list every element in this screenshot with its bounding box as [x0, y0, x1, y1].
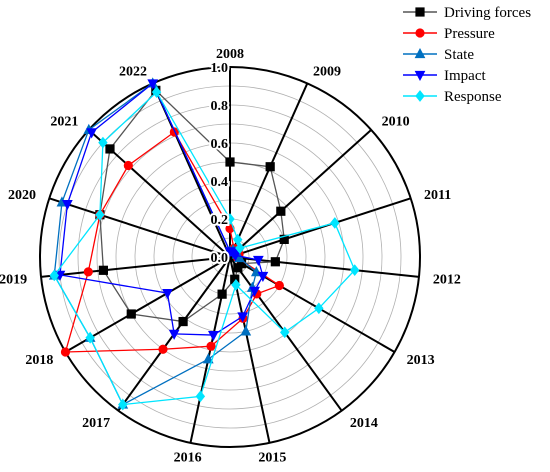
series-line — [53, 91, 356, 406]
data-point-2022 — [147, 79, 159, 90]
year-label-2021: 2021 — [50, 114, 78, 129]
data-point-2018 — [162, 288, 173, 300]
data-point-2016 — [195, 390, 206, 403]
data-point-2020 — [62, 200, 73, 211]
series-layer — [48, 77, 360, 411]
spoke-2012 — [229, 256, 420, 278]
year-label-2014: 2014 — [350, 416, 378, 431]
tick-label: 0.2 — [211, 213, 229, 228]
data-point-2021 — [86, 128, 97, 139]
data-point-2021 — [123, 160, 133, 171]
data-point-2017 — [158, 344, 168, 354]
tick-label: 0.4 — [211, 175, 229, 190]
year-label-2012: 2012 — [433, 272, 461, 287]
data-point-2012 — [349, 264, 360, 276]
data-point-2016 — [206, 341, 216, 351]
data-point-2022 — [151, 86, 162, 98]
year-label-2017: 2017 — [82, 416, 110, 431]
legend-marker — [414, 70, 426, 82]
radar-grid — [39, 66, 421, 448]
data-point-2019 — [83, 267, 93, 277]
series-impact — [54, 79, 269, 342]
legend-label: Driving forces — [444, 5, 531, 21]
legend-item: Driving forces — [403, 5, 531, 21]
data-point-2018 — [85, 331, 95, 344]
tick-label: 1.0 — [211, 61, 229, 76]
data-point-2019 — [49, 269, 59, 282]
data-point-2017 — [168, 329, 180, 340]
spoke-2011 — [229, 197, 412, 258]
data-point-2014 — [233, 263, 243, 273]
year-label-2015: 2015 — [258, 451, 286, 466]
data-point-2008 — [225, 213, 235, 225]
year-label-2022: 2022 — [119, 65, 147, 80]
data-point-2019 — [98, 265, 108, 275]
spoke-2019 — [40, 256, 231, 278]
year-label-2018: 2018 — [25, 353, 53, 368]
data-point-2016 — [217, 289, 227, 299]
data-point-2010 — [235, 242, 245, 254]
data-point-2013 — [314, 302, 324, 315]
tick-label: 0.0 — [211, 251, 229, 266]
data-point-2018 — [126, 309, 136, 319]
year-label-2010: 2010 — [382, 114, 410, 129]
data-point-2014 — [280, 326, 290, 339]
data-point-2016 — [208, 330, 219, 342]
data-point-2015 — [231, 279, 241, 291]
data-point-2010 — [276, 206, 286, 216]
tick-label: 0.6 — [211, 137, 229, 152]
legend-label: Pressure — [444, 26, 495, 42]
legend-marker — [415, 90, 425, 102]
data-point-2008 — [225, 157, 235, 167]
legend-item: Pressure — [403, 26, 495, 42]
series-driving-forces — [95, 85, 289, 327]
legend-item: Impact — [403, 68, 486, 84]
spoke-2010 — [229, 129, 372, 258]
tick-label: 0.8 — [211, 99, 229, 114]
legend-marker — [415, 7, 425, 17]
data-point-2009 — [265, 162, 275, 172]
series-response — [49, 86, 360, 411]
legend-item: Response — [403, 89, 502, 105]
legend-label: State — [444, 47, 474, 63]
legend-label: Response — [444, 89, 502, 105]
data-point-2016 — [202, 353, 214, 364]
data-point-2011 — [330, 217, 340, 229]
year-label-2009: 2009 — [313, 65, 341, 80]
data-point-2017 — [118, 398, 128, 411]
data-point-2014 — [249, 286, 260, 297]
data-point-2013 — [274, 280, 284, 291]
data-point-2013 — [257, 271, 269, 283]
legend-item: State — [403, 47, 474, 63]
data-point-2020 — [95, 208, 105, 221]
year-label-2019: 2019 — [0, 272, 27, 287]
data-point-2015 — [240, 325, 252, 336]
spoke-2020 — [48, 197, 231, 258]
series-line — [99, 89, 285, 323]
data-point-2009 — [233, 233, 243, 246]
data-point-2012 — [252, 255, 264, 267]
data-point-2021 — [105, 144, 115, 154]
label-layer: 2008 2009 2010 2011 2012 2013 2014 2015 2016 2017… — [0, 47, 461, 466]
year-label-2008: 2008 — [216, 47, 244, 62]
data-point-2011 — [230, 251, 241, 262]
year-label-2016: 2016 — [174, 451, 202, 466]
legend: Driving forces Pressure State Impact Respons… — [403, 5, 531, 105]
data-point-2018 — [60, 347, 71, 357]
year-label-2011: 2011 — [424, 188, 451, 203]
data-point-2021 — [98, 136, 108, 149]
year-label-2013: 2013 — [407, 353, 435, 368]
data-point-2015 — [237, 312, 249, 323]
legend-marker — [415, 28, 425, 38]
year-label-2020: 2020 — [8, 188, 36, 203]
data-point-2017 — [178, 316, 188, 327]
legend-label: Impact — [444, 68, 486, 84]
legend-marker — [414, 47, 426, 59]
data-point-2011 — [279, 234, 289, 244]
data-point-2012 — [270, 257, 280, 267]
